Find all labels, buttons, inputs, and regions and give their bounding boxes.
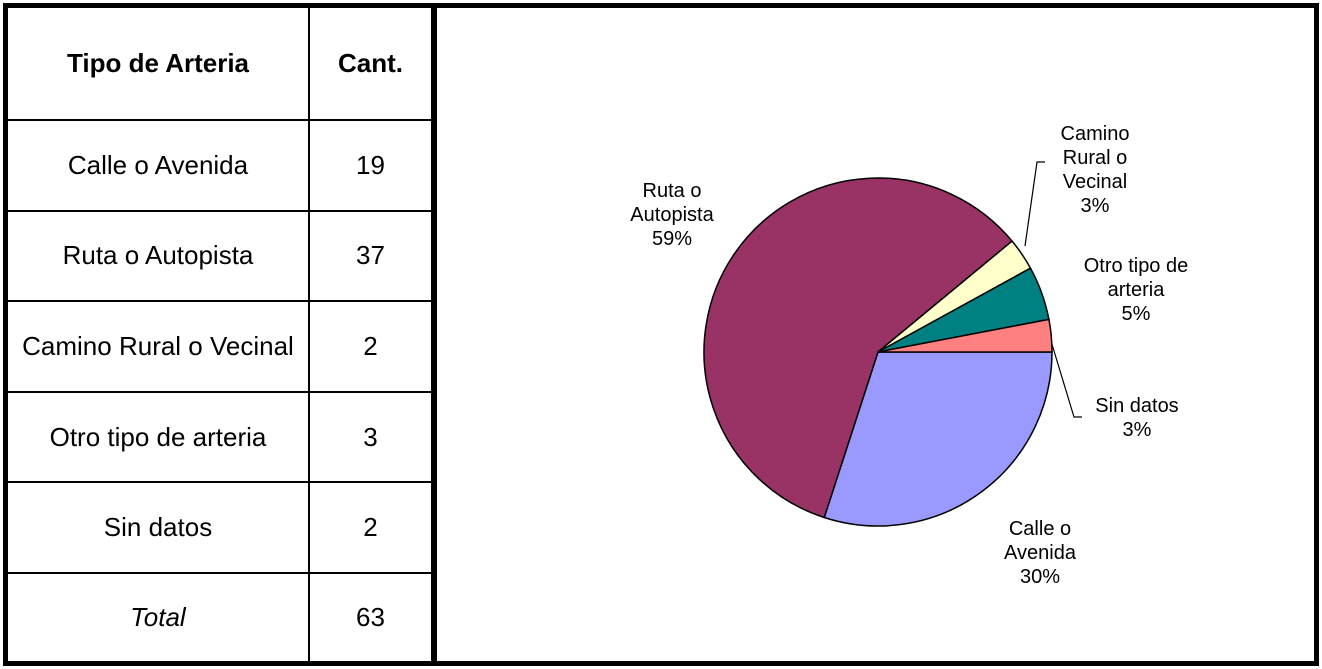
slice-percent: 5% [1121,303,1151,325]
pie-slice [823,351,1053,527]
slice-label: Sin datos 3% [1077,394,1197,442]
slice-label: Otro tipo de arteria 5% [1061,254,1211,326]
frame: Tipo de Arteria Cant. Calle o Avenida 19 R… [3,3,1319,666]
chart: Calle o Avenida 30% Ruta o Autopista 59% Cam… [442,8,1314,661]
cell: 37 [308,209,437,303]
slice-name: Calle o Avenida [1004,518,1076,564]
slice-name: Otro tipo de arteria [1083,255,1189,301]
header-cell: Cant. [308,8,437,121]
slice-percent: 3% [1122,419,1152,441]
total-cell: 63 [308,572,437,661]
header-cell: Tipo de Arteria [8,8,310,121]
data-table: Tipo de Arteria Cant. Calle o Avenida 19 R… [8,8,437,661]
slice-percent: 59% [651,228,693,250]
leader-line [1024,161,1045,247]
slice-label: Calle o Avenida 30% [985,517,1095,589]
slice-label: Ruta o Autopista 59% [617,179,727,251]
cell: Camino Rural o Vecinal [8,300,310,393]
cell: 2 [308,481,437,575]
cell: Calle o Avenida [8,119,310,212]
total-cell: Total [8,572,310,661]
pie-chart [703,161,1082,527]
pie-slice [877,318,1053,353]
cell: Ruta o Autopista [8,209,310,303]
slice-percent: 30% [1019,566,1061,588]
cell: 19 [308,119,437,212]
cell: Otro tipo de arteria [8,390,310,484]
slice-percent: 3% [1080,195,1110,217]
slice-name: Sin datos [1095,395,1179,417]
cell: 2 [308,300,437,393]
pie-slice [703,177,1014,519]
cell: 3 [308,390,437,484]
slice-label: Camino Rural o Vecinal 3% [1040,122,1150,218]
slice-name: Ruta o Autopista [630,180,714,226]
slice-name: Camino Rural o Vecinal [1060,123,1130,193]
leader-line [1050,340,1082,418]
cell: Sin datos [8,481,310,575]
